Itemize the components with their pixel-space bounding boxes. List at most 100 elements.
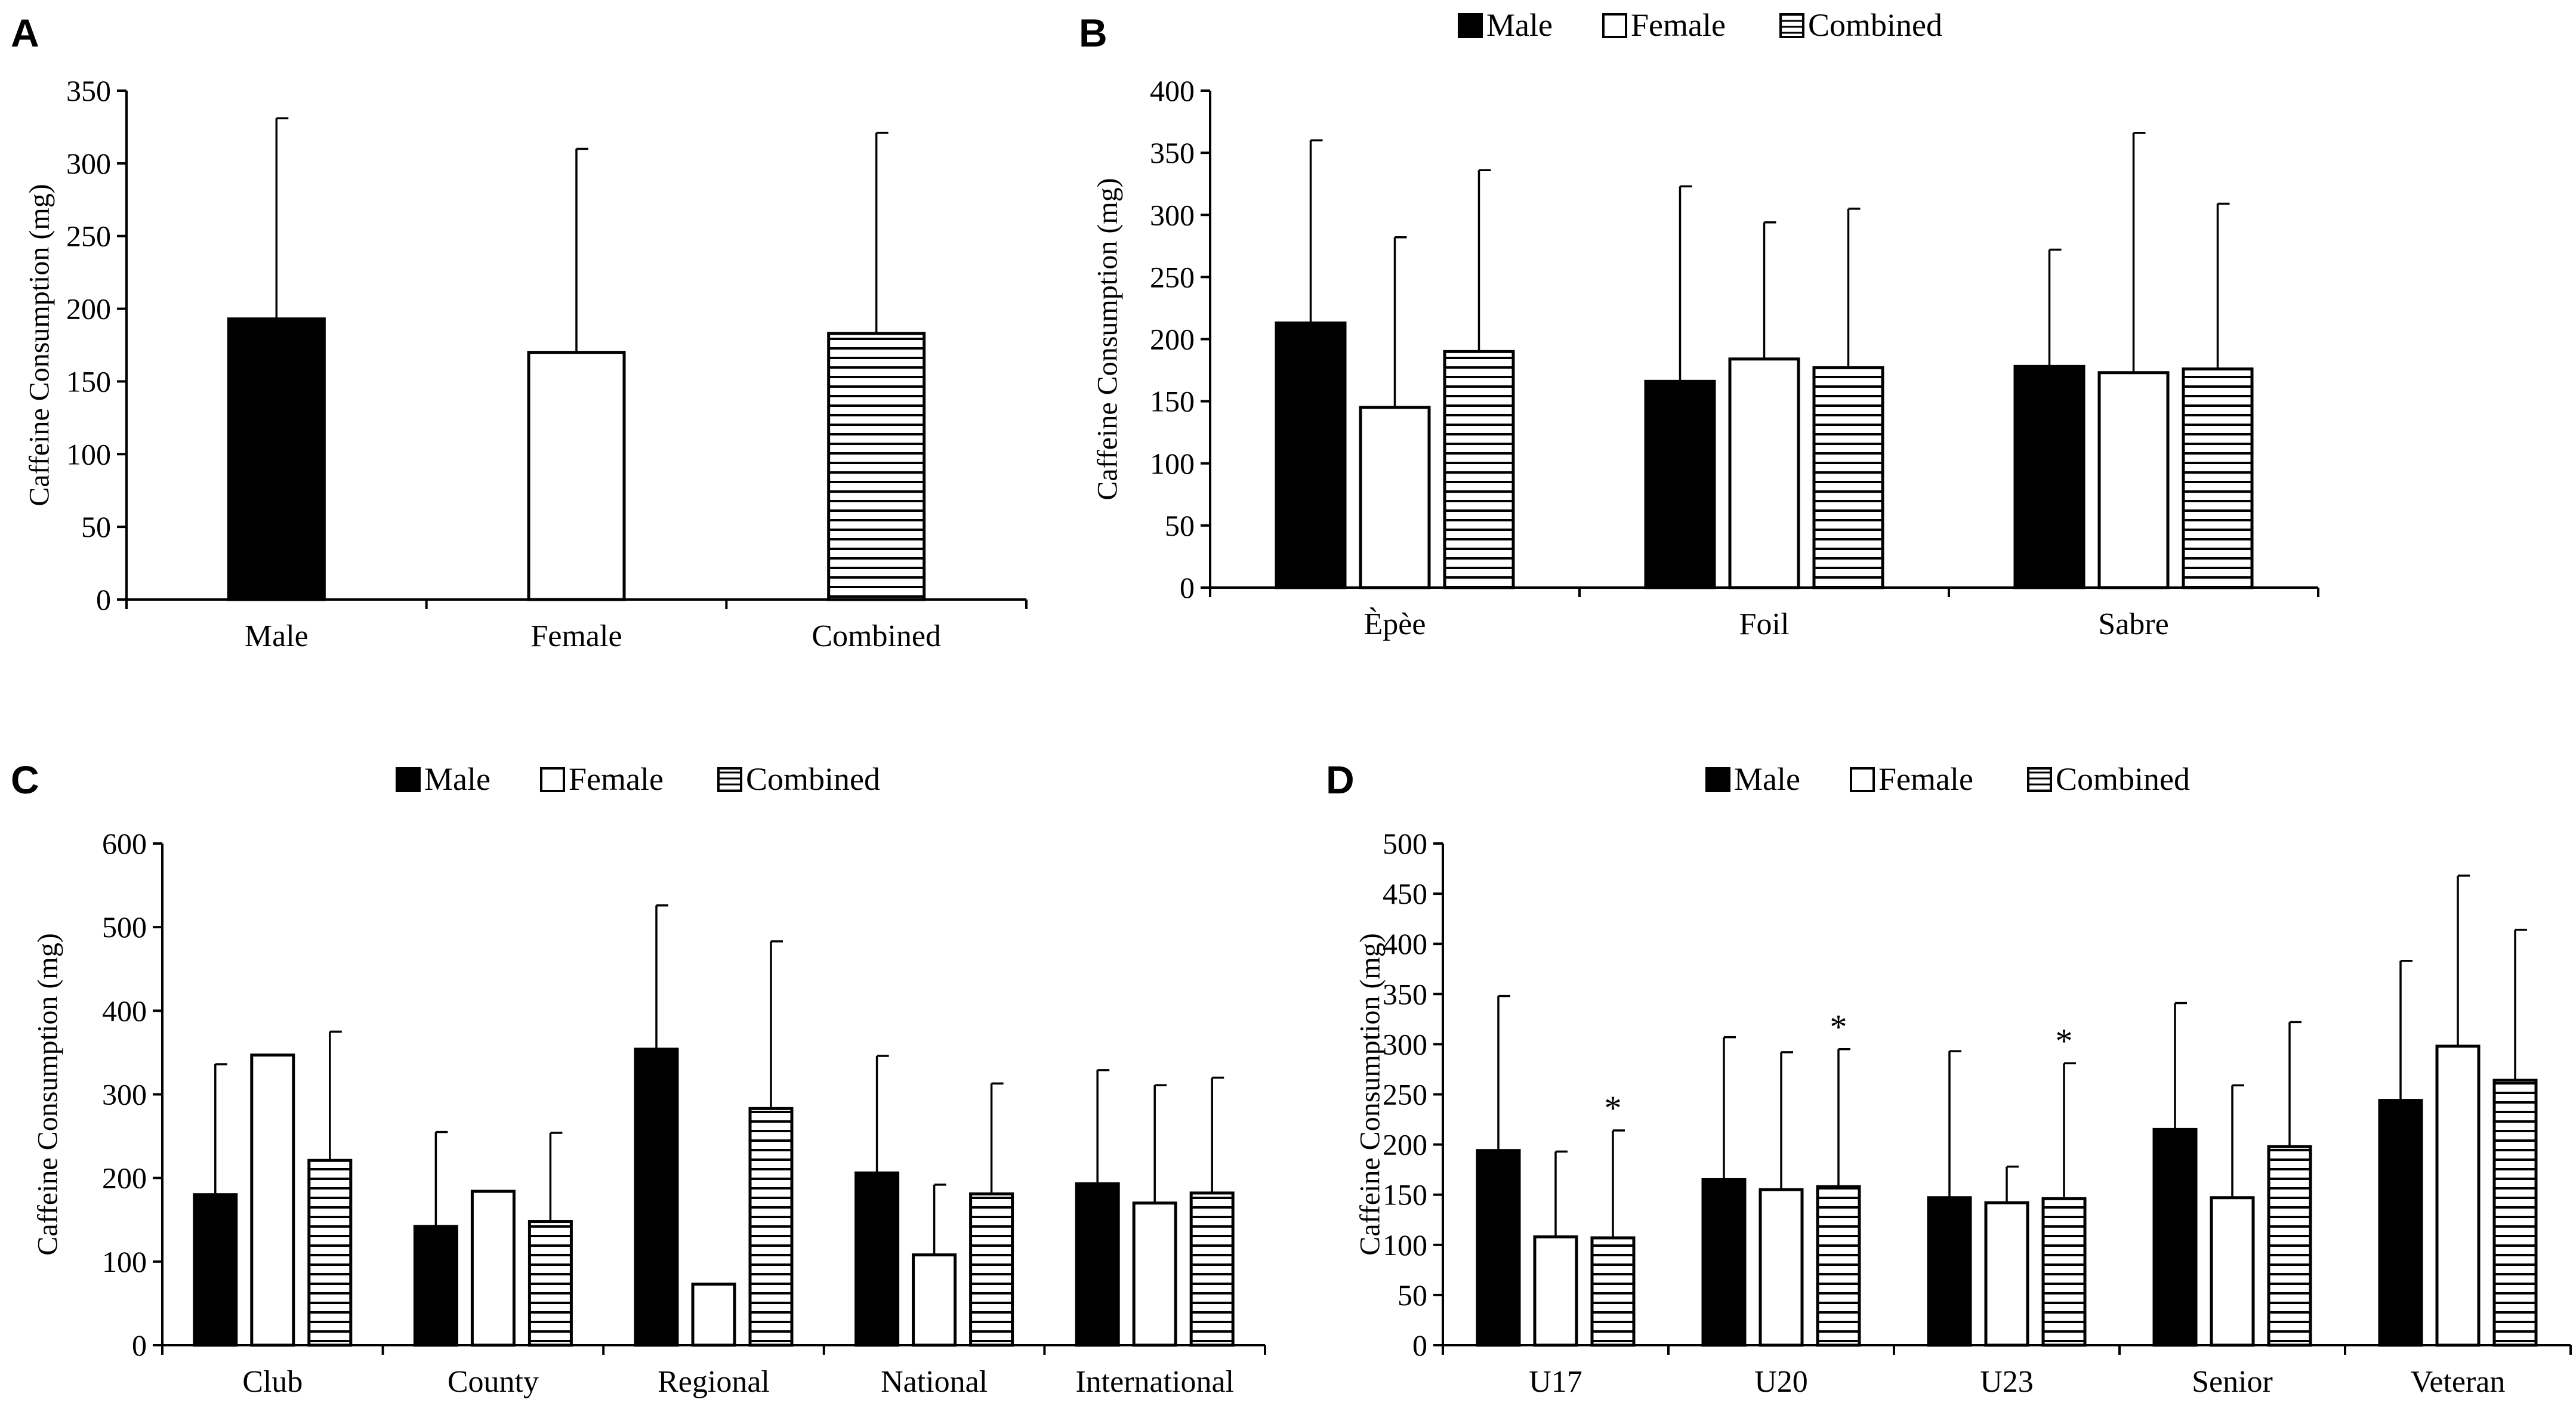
significance-marker: * [2056,1021,2073,1060]
y-tick-label: 250 [66,220,111,253]
panel-label: B [1079,11,1107,55]
bar-male-veteran [2378,1099,2423,1347]
bar-combined-club [307,1158,353,1347]
y-tick-label: 600 [102,827,147,860]
bar-male-sabre [2013,364,2086,589]
bar-male-national [854,1171,900,1347]
legend-swatch-combined [717,767,742,792]
x-tick-label: Sabre [2098,607,2168,641]
y-axis-label: Caffeine Consumption (mg) [24,184,55,506]
x-tick-label: Veteran [2411,1365,2506,1399]
bar-male-u17 [1476,1149,1521,1347]
bar-male-club [193,1193,238,1347]
bar-female-international [1132,1201,1177,1347]
y-tick-label: 0 [1180,571,1195,604]
bar-female-club [250,1053,295,1347]
y-tick-label: 450 [1383,877,1427,910]
legend-swatch-female [1850,767,1875,792]
bar-combined-international [1189,1191,1235,1347]
y-tick-label: 200 [66,292,111,326]
legend-swatch-male [396,767,421,792]
legend-swatch-male [1705,767,1730,792]
y-tick-label: 250 [1383,1078,1427,1111]
x-tick-label: Regional [658,1365,770,1399]
y-tick-label: 0 [1412,1329,1427,1362]
legend-label-combined: Combined [746,761,880,797]
panel-label: C [11,758,39,802]
y-tick-label: 300 [1150,198,1195,231]
y-tick-label: 50 [1165,509,1195,542]
y-tick-label: 350 [66,74,111,107]
bar-combined-national [969,1192,1014,1347]
legend-label-male: Male [1486,7,1553,43]
bar-combined-county [527,1220,573,1347]
bar-female-u20 [1759,1188,1804,1347]
bar-combined-senior [2267,1145,2312,1347]
bar-female-national [912,1253,957,1347]
x-tick-label: U23 [1980,1365,2034,1399]
y-tick-label: 50 [81,510,111,543]
bar-male-county [413,1225,458,1347]
y-tick-label: 150 [1150,385,1195,418]
y-tick-label: 400 [1150,74,1195,107]
panel-label: A [11,11,39,55]
legend-label-female: Female [1878,761,1973,797]
y-tick-label: 400 [1383,927,1427,960]
bar-female-county [470,1190,516,1347]
bar-male-male [227,317,326,601]
bar-male-regional [634,1048,679,1347]
x-tick-label: National [881,1365,988,1399]
y-tick-label: 350 [1383,977,1427,1011]
y-tick-label: 350 [1150,136,1195,169]
x-tick-label: Combined [812,619,941,653]
y-axis-label: Caffeine Consumption (mg) [32,933,64,1255]
x-tick-label: County [448,1365,539,1399]
bar-combined-combined [827,332,926,601]
bar-combined-u23 [2041,1197,2087,1347]
x-tick-label: Èpèe [1364,607,1426,641]
y-tick-label: 0 [96,583,111,616]
bar-combined-u20 [1816,1185,1861,1347]
legend-swatch-female [540,767,565,792]
x-tick-label: Senior [2192,1365,2273,1399]
bar-female-u23 [1984,1201,2029,1347]
bar-female-veteran [2435,1045,2481,1347]
y-tick-label: 400 [102,994,147,1027]
bar-male-international [1075,1182,1120,1347]
panel-d: D 0 50 100 150 200 250 300 350 400 450 500 Caffeine … [1326,758,2572,1399]
bar-combined-veteran [2492,1079,2538,1347]
bar-combined-èpèe [1443,350,1515,589]
bar-male-senior [2152,1127,2198,1347]
legend-swatch-combined [1779,13,1804,38]
y-axis-label: Caffeine Consumption (mg) [1092,178,1124,500]
y-tick-label: 100 [1383,1228,1427,1262]
significance-marker: * [1605,1089,1622,1127]
bar-combined-sabre [2182,367,2254,589]
panel-c: C 0 100 200 300 400 500 600 Caffeine Consumption… [11,758,1266,1399]
bar-female-regional [691,1283,736,1347]
panel-label: D [1326,758,1355,802]
x-tick-label: Female [530,619,622,653]
bar-female-èpèe [1359,406,1431,589]
y-tick-label: 250 [1150,260,1195,293]
bar-female-u17 [1533,1235,1578,1347]
y-tick-label: 300 [66,147,111,180]
bar-female-female [527,351,626,601]
legend-label-combined: Combined [2056,761,2190,797]
y-tick-label: 150 [1383,1178,1427,1212]
bar-female-foil [1728,357,1800,589]
legend-label-female: Female [569,761,664,797]
legend-label-female: Female [1631,7,1726,43]
x-tick-label: Male [245,619,308,653]
y-tick-label: 200 [1150,323,1195,356]
x-tick-label: Club [242,1365,303,1399]
legend-swatch-male [1458,13,1483,38]
y-tick-label: 0 [132,1329,147,1362]
y-tick-label: 100 [102,1245,147,1278]
bar-female-sabre [2097,371,2170,589]
x-tick-label: International [1075,1365,1234,1399]
x-tick-label: Foil [1739,607,1790,641]
legend-swatch-female [1602,13,1627,38]
y-tick-label: 200 [1383,1128,1427,1161]
